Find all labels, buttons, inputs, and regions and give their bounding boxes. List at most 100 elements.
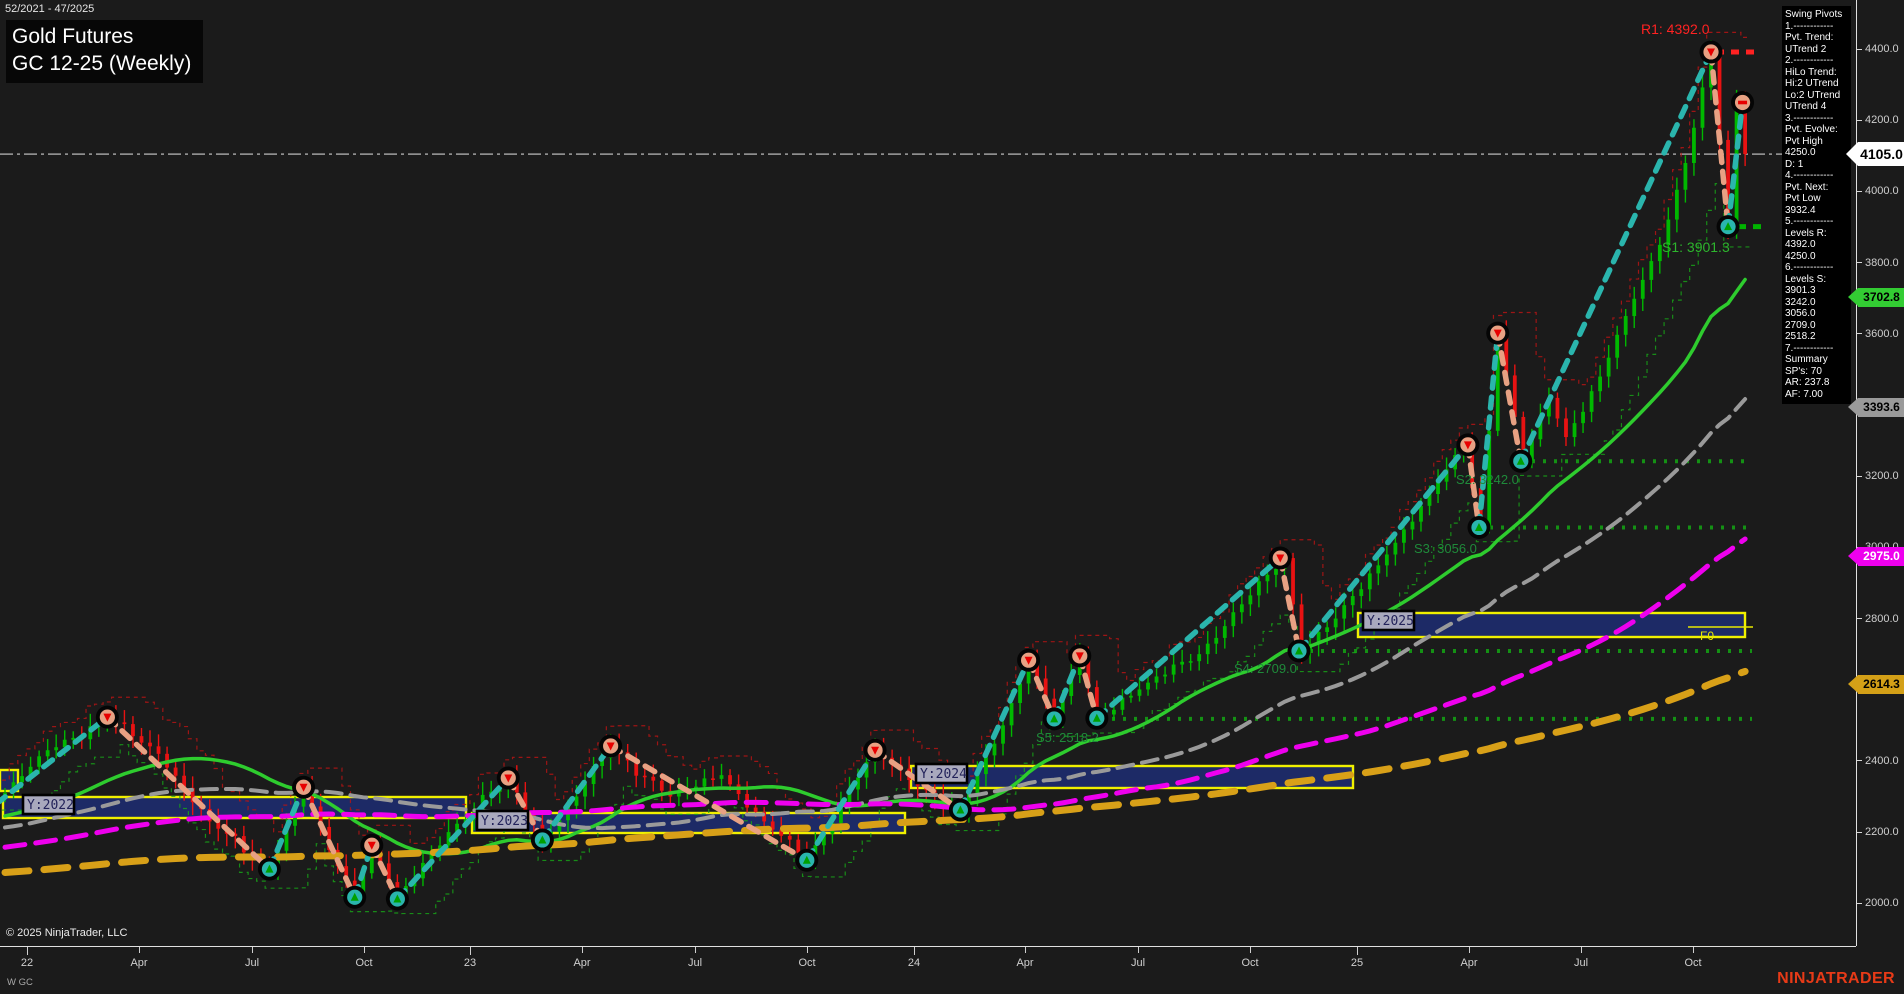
panel-line: Pvt. Trend: xyxy=(1785,32,1834,43)
panel-line: Swing Pivots xyxy=(1785,9,1843,20)
zigzag-leg xyxy=(1277,555,1302,654)
candle-body xyxy=(310,787,314,807)
candle-body xyxy=(1367,573,1372,590)
chart-canvas[interactable]: R1: 4392.0 S1: 3901.3 S2: 3242.0 S3: 3056.0… xyxy=(0,0,1856,946)
time-tick-label: 25 xyxy=(1350,957,1364,969)
zigzag-leg xyxy=(1465,442,1482,531)
candle-body xyxy=(1086,655,1091,688)
zigzag-leg xyxy=(1725,99,1746,230)
panel-line: 6.------------ xyxy=(1785,262,1834,273)
time-tick xyxy=(27,947,28,955)
year-label-box[interactable] xyxy=(914,762,969,785)
candle-body xyxy=(190,787,195,803)
candle-body xyxy=(1632,298,1637,317)
candle-body xyxy=(1274,569,1278,575)
year-range-box xyxy=(1356,611,1747,639)
candle-body xyxy=(651,776,656,781)
candle-body xyxy=(1504,333,1509,376)
arrow-up-icon xyxy=(393,894,402,903)
candle-body xyxy=(992,743,997,756)
candle-body xyxy=(574,796,579,806)
candle-body xyxy=(1649,261,1654,280)
time-tick-label: Apr xyxy=(1016,957,1034,969)
year-label-box[interactable] xyxy=(475,809,530,832)
candle-body xyxy=(1666,219,1671,245)
time-axis[interactable]: 22 Apr Jul Oct 23 Apr Jul Oct 24 Apr Jul Oct 25 Apr Ju… xyxy=(0,946,1856,994)
panel-line: 3.------------ xyxy=(1785,112,1834,124)
candle-body xyxy=(856,777,860,790)
zigzag-leg xyxy=(1495,330,1524,465)
candle-body xyxy=(711,778,715,781)
candle-body xyxy=(344,866,349,881)
time-tick-label: Jul xyxy=(1573,957,1589,969)
candle-body xyxy=(1700,87,1705,128)
zigzag-leg xyxy=(957,657,1032,813)
candle-body xyxy=(1197,654,1202,662)
zigzag-leg xyxy=(1708,49,1731,230)
price-tag-notch xyxy=(1846,142,1858,167)
arrow-up-icon xyxy=(538,835,547,844)
panel-line: 5.------------ xyxy=(1785,216,1834,227)
time-tick-label: Oct xyxy=(798,957,816,969)
zigzag-leg xyxy=(0,714,111,805)
price-tag-notch xyxy=(1848,675,1858,694)
panel-line: Summary xyxy=(1785,354,1828,365)
level-labels: R1: 4392.0 S1: 3901.3 S2: 3242.0 S3: 3056.0… xyxy=(1036,21,1730,745)
candle-body xyxy=(1709,51,1713,88)
time-tick-label: Jul xyxy=(244,957,260,969)
arrow-up-icon xyxy=(802,855,811,864)
arrow-up-icon xyxy=(1474,522,1483,531)
candle-body xyxy=(1436,481,1440,494)
candle-body xyxy=(1427,493,1432,506)
arrow-down-icon xyxy=(1463,441,1472,450)
time-tick xyxy=(252,947,253,953)
price-axis[interactable]: 2000.02200.02400.02600.02800.03000.03200… xyxy=(1846,0,1904,946)
year-label: Y:2024 xyxy=(914,762,969,785)
candle-body xyxy=(1009,702,1014,726)
candle-body xyxy=(1615,334,1620,358)
candle-body xyxy=(455,823,459,833)
time-tick xyxy=(1469,947,1470,953)
time-tick-label: 22 xyxy=(20,957,34,969)
zigzag-leg xyxy=(1296,442,1471,654)
price-tag-notch xyxy=(1848,397,1858,416)
candle-body xyxy=(1376,565,1381,574)
arrow-down-icon xyxy=(299,783,308,792)
candle-body xyxy=(216,821,221,829)
candle-body xyxy=(1674,189,1679,220)
candle-body xyxy=(847,789,852,804)
price-tick-label: 2200.0 xyxy=(1865,826,1899,839)
candle-body xyxy=(728,775,732,785)
arrow-down-icon xyxy=(1707,48,1715,57)
candle-body xyxy=(1572,423,1577,438)
year-label-box[interactable] xyxy=(21,793,76,816)
candle-body xyxy=(54,747,59,751)
time-tick-label: Apr xyxy=(1460,957,1478,969)
candle-body xyxy=(770,821,775,830)
candle-body xyxy=(634,760,639,776)
candle-body xyxy=(429,852,434,863)
candle-body xyxy=(1018,683,1022,703)
candle-body xyxy=(1129,695,1133,698)
candle-body xyxy=(1325,627,1330,633)
candle-body xyxy=(1257,581,1261,596)
panel-line: 7.------------ xyxy=(1785,342,1834,354)
price-tick-label: 4200.0 xyxy=(1865,114,1899,127)
candle-body xyxy=(591,765,596,785)
candle-body xyxy=(1521,416,1526,462)
candle-body xyxy=(1350,596,1355,606)
time-tick xyxy=(364,947,365,953)
price-tick xyxy=(1857,475,1862,477)
panel-line: UTrend 4 xyxy=(1785,101,1827,112)
panel-line: SP's: 70 xyxy=(1785,365,1822,377)
candle-body xyxy=(1333,618,1338,628)
year-label-box[interactable] xyxy=(1361,609,1416,632)
year-label: Y:2022 xyxy=(21,793,76,816)
candle-body xyxy=(702,778,707,787)
series-footer-label: W GC xyxy=(7,977,33,988)
candle-body xyxy=(1359,589,1364,597)
panel-line: 3242.0 xyxy=(1785,296,1816,308)
candle-body xyxy=(62,739,67,748)
candle-body xyxy=(1581,411,1585,424)
